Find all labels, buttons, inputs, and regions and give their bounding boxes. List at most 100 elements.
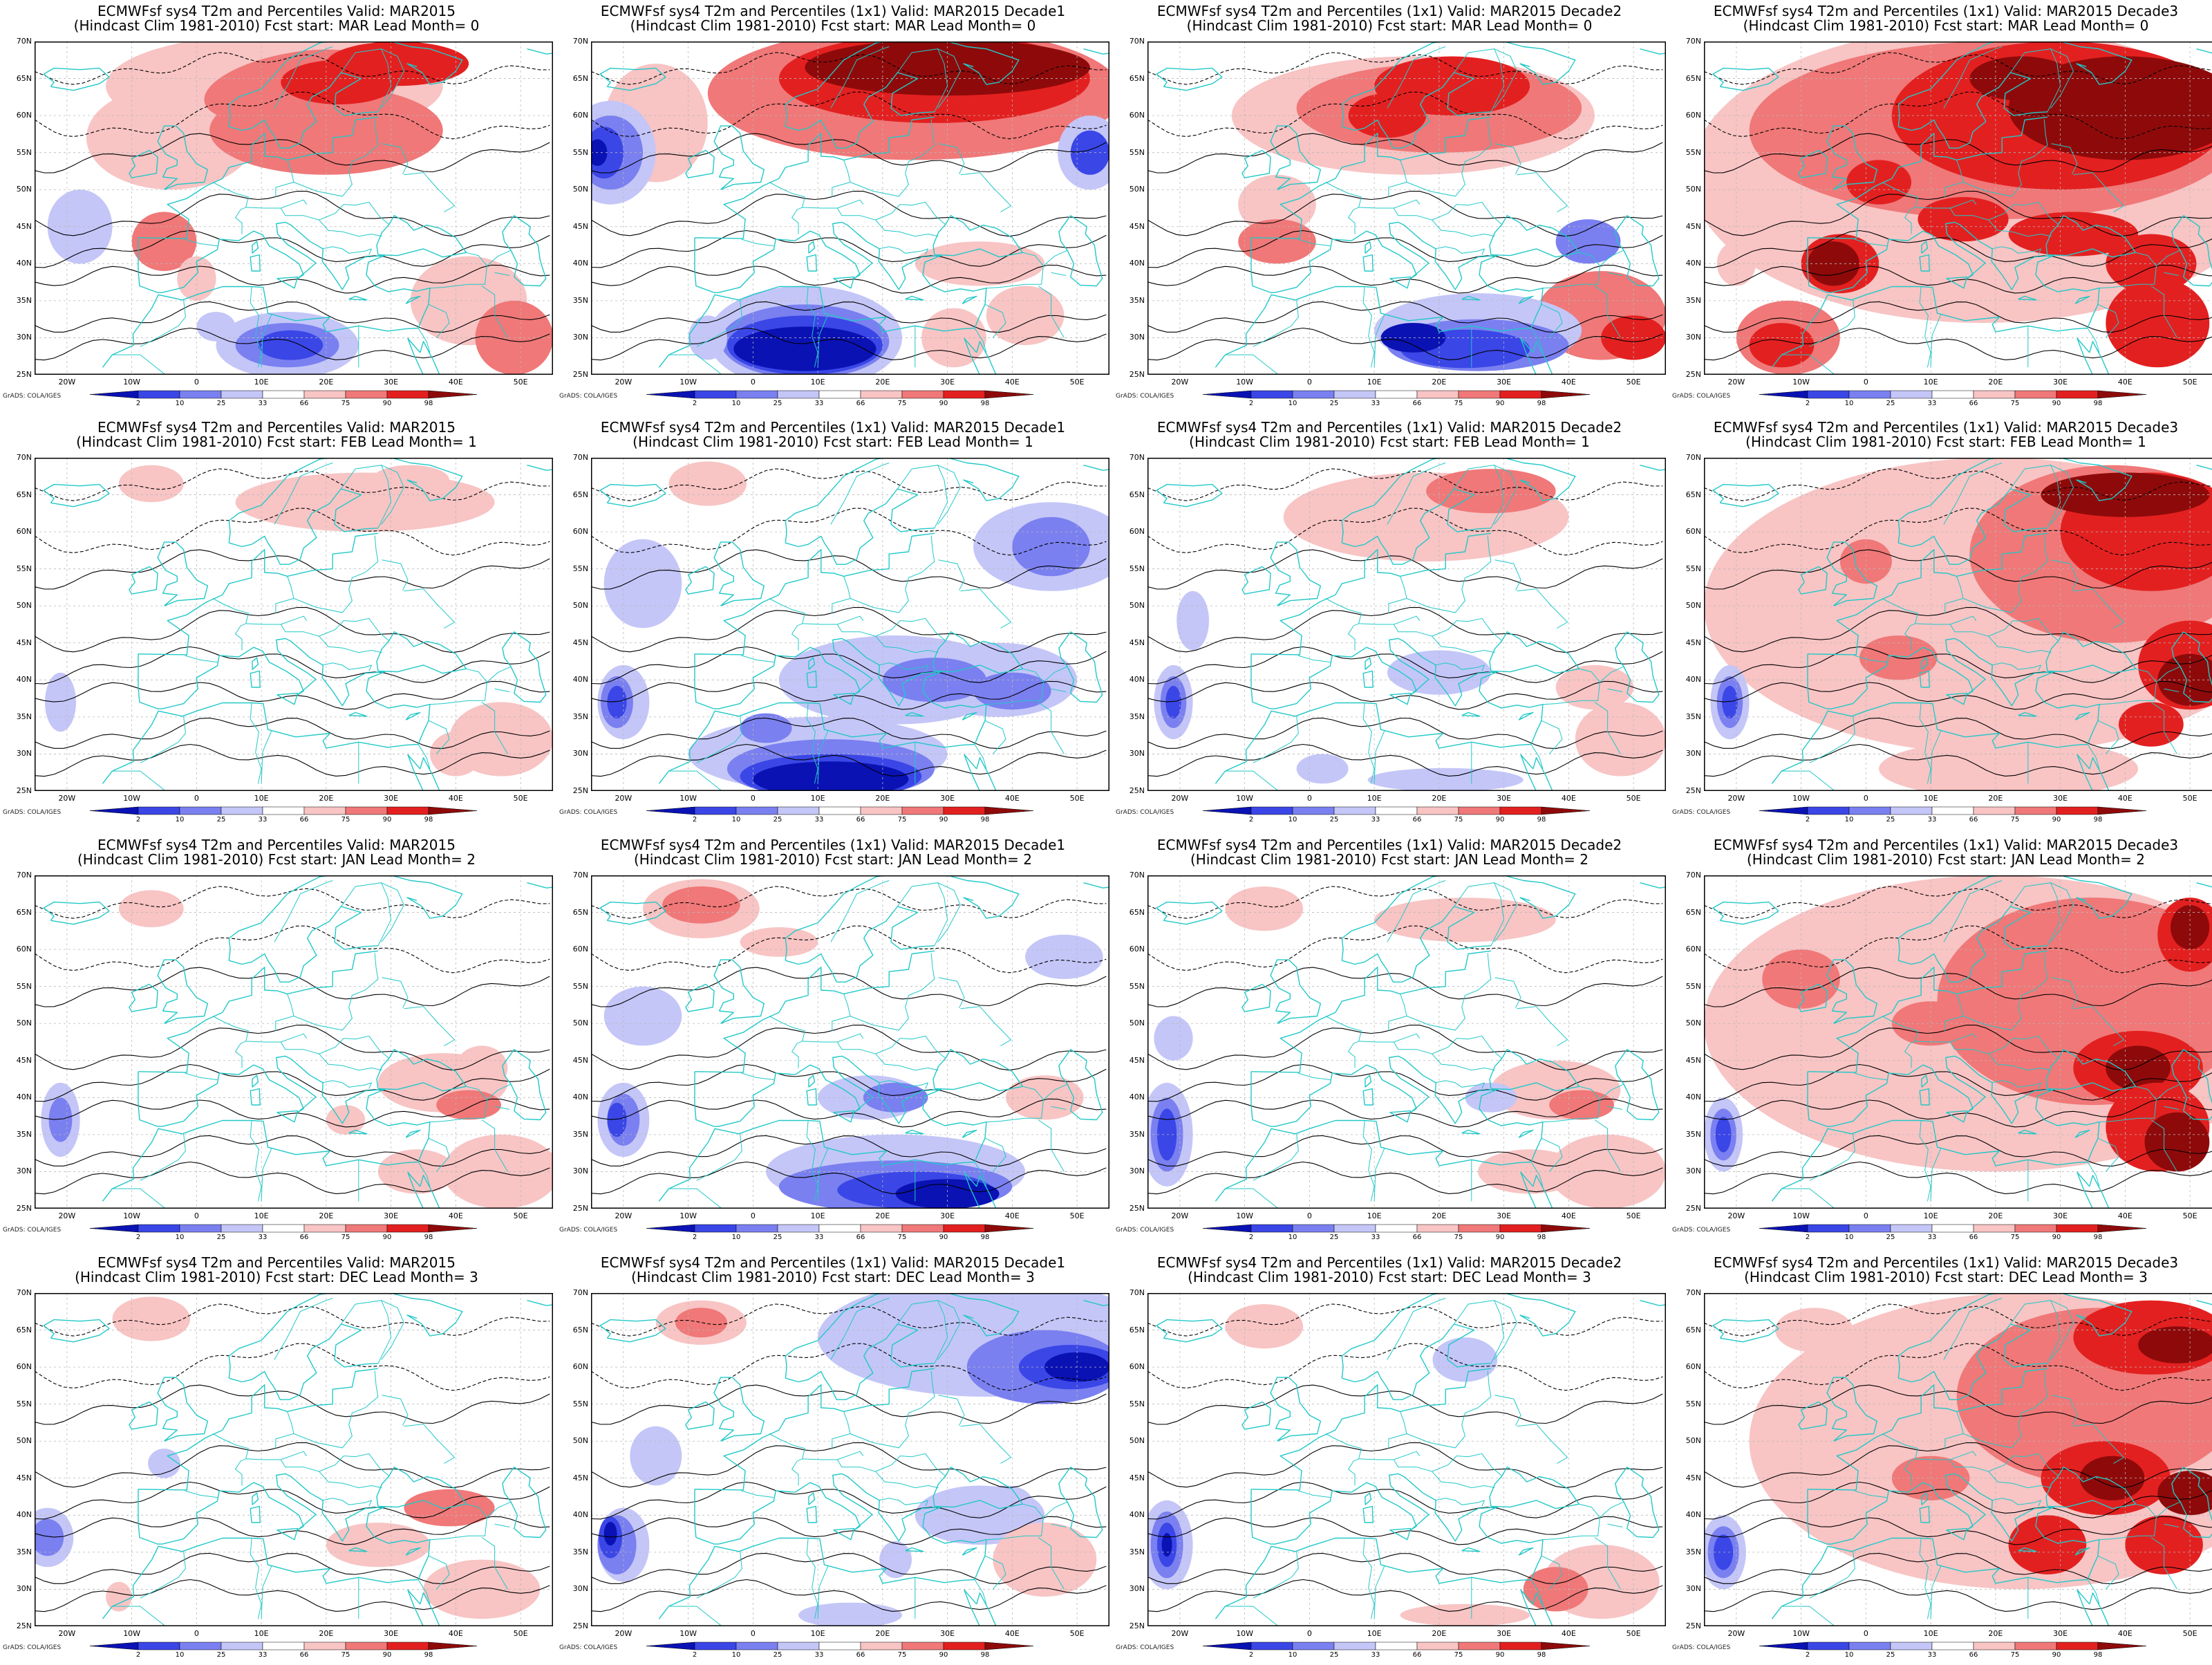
lat-label: 50N bbox=[7, 601, 32, 610]
lat-label: 55N bbox=[1120, 982, 1145, 991]
lat-label: 60N bbox=[7, 945, 32, 954]
lat-label: 35N bbox=[1676, 1130, 1701, 1139]
colorbar-tick: 90 bbox=[1492, 400, 1508, 407]
map-panel: ECMWFsf sys4 T2m and Percentiles Valid: … bbox=[0, 834, 553, 1247]
lon-label: 30E bbox=[2047, 1629, 2074, 1638]
panel-subtitle: (Hindcast Clim 1981-2010) Fcst start: MA… bbox=[1113, 19, 1666, 33]
lat-label: 25N bbox=[1120, 1621, 1145, 1630]
lon-label: 10W bbox=[1231, 794, 1259, 803]
lat-label: 35N bbox=[7, 712, 32, 721]
percentile-region bbox=[2119, 703, 2184, 747]
colorbar-tick: 25 bbox=[1326, 400, 1342, 407]
lon-label: 50E bbox=[2176, 1211, 2204, 1220]
grads-credit: GrADS: COLA/IGES bbox=[3, 1644, 61, 1651]
colorbar-tick: 75 bbox=[2007, 400, 2023, 407]
lon-label: 20E bbox=[312, 794, 340, 803]
lat-label: 45N bbox=[1120, 1473, 1145, 1482]
colorbar-tick: 75 bbox=[894, 400, 910, 407]
lat-label: 65N bbox=[563, 74, 588, 83]
colorbar-tick: 25 bbox=[213, 1651, 229, 1659]
lon-label: 20W bbox=[610, 1211, 637, 1220]
lon-label: 20E bbox=[312, 378, 340, 387]
map-area bbox=[1147, 1293, 1666, 1626]
colorbar-tick: 10 bbox=[1284, 1234, 1301, 1241]
colorbar-tick: 2 bbox=[130, 400, 147, 407]
panel-subtitle: (Hindcast Clim 1981-2010) Fcst start: MA… bbox=[556, 19, 1109, 33]
grads-credit: GrADS: COLA/IGES bbox=[1672, 809, 1730, 816]
percentile-region bbox=[1433, 1337, 1498, 1382]
lon-label: 40E bbox=[442, 1211, 469, 1220]
lat-label: 25N bbox=[1676, 786, 1701, 795]
map-panel: ECMWFsf sys4 T2m and Percentiles Valid: … bbox=[0, 416, 553, 830]
lat-label: 50N bbox=[563, 601, 588, 610]
lon-label: 0 bbox=[1295, 378, 1323, 387]
lon-label: 30E bbox=[2047, 794, 2074, 803]
lat-label: 50N bbox=[1676, 1436, 1701, 1445]
colorbar-tick: 98 bbox=[1533, 400, 1550, 407]
percentile-region bbox=[2009, 1515, 2087, 1574]
lon-label: 10W bbox=[118, 378, 146, 387]
percentile-region bbox=[1154, 1016, 1192, 1061]
map-panel: ECMWFsf sys4 T2m and Percentiles (1x1) V… bbox=[556, 0, 1109, 413]
colorbar-tick: 75 bbox=[2007, 816, 2023, 824]
lon-label: 10W bbox=[118, 1629, 146, 1638]
percentile-region bbox=[1025, 935, 1103, 979]
lon-label: 50E bbox=[507, 1629, 534, 1638]
lat-label: 45N bbox=[1120, 222, 1145, 231]
lon-label: 20E bbox=[312, 1211, 340, 1220]
lat-label: 35N bbox=[1120, 1130, 1145, 1139]
colorbar-tick: 33 bbox=[1924, 400, 1940, 407]
lat-label: 25N bbox=[7, 370, 32, 379]
lat-label: 70N bbox=[1120, 1288, 1145, 1297]
lat-label: 40N bbox=[7, 675, 32, 684]
lon-label: 30E bbox=[934, 794, 962, 803]
map-panel: ECMWFsf sys4 T2m and Percentiles (1x1) V… bbox=[1113, 416, 1666, 830]
colorbar-tick: 75 bbox=[337, 1651, 354, 1659]
lat-label: 50N bbox=[1676, 1018, 1701, 1027]
lon-label: 30E bbox=[1490, 1629, 1518, 1638]
colorbar-tick: 25 bbox=[213, 1234, 229, 1241]
colorbar-tick: 25 bbox=[769, 400, 786, 407]
colorbar-tick: 10 bbox=[1841, 1234, 1857, 1241]
lat-label: 55N bbox=[563, 148, 588, 157]
percentile-map bbox=[1704, 41, 2212, 375]
panel-title: ECMWFsf sys4 T2m and Percentiles (1x1) V… bbox=[556, 1256, 1109, 1270]
lat-label: 45N bbox=[7, 222, 32, 231]
lon-label: 50E bbox=[2176, 1629, 2204, 1638]
colorbar-tick: 33 bbox=[1367, 1651, 1384, 1659]
percentile-region bbox=[805, 41, 1090, 95]
lon-label: 10W bbox=[675, 794, 702, 803]
lat-label: 50N bbox=[1676, 601, 1701, 610]
colorbar-tick: 2 bbox=[1243, 816, 1259, 824]
lat-label: 40N bbox=[1120, 1092, 1145, 1101]
percentile-map bbox=[1704, 1293, 2212, 1626]
colorbar-tick: 2 bbox=[130, 816, 147, 824]
colorbar-tick: 2 bbox=[1799, 1234, 1816, 1241]
percentile-region bbox=[669, 461, 747, 505]
lon-label: 10E bbox=[1360, 1211, 1388, 1220]
lon-label: 40E bbox=[1555, 1211, 1582, 1220]
colorbar-tick: 90 bbox=[1492, 816, 1508, 824]
lon-label: 30E bbox=[2047, 378, 2074, 387]
lon-label: 10E bbox=[247, 378, 275, 387]
colorbar-tick: 10 bbox=[1841, 400, 1857, 407]
colorbar-tick: 10 bbox=[1841, 816, 1857, 824]
lat-label: 70N bbox=[1676, 453, 1701, 462]
percentile-region bbox=[879, 1541, 912, 1579]
map-panel: ECMWFsf sys4 T2m and Percentiles Valid: … bbox=[0, 1252, 553, 1665]
lon-label: 50E bbox=[1063, 378, 1091, 387]
colorbar-tick: 90 bbox=[379, 1234, 395, 1241]
lat-label: 45N bbox=[1676, 222, 1701, 231]
lat-label: 25N bbox=[1676, 370, 1701, 379]
colorbar-tick: 25 bbox=[769, 1651, 786, 1659]
colorbar-tick: 98 bbox=[977, 400, 993, 407]
percentile-region bbox=[1575, 702, 1666, 776]
percentile-map bbox=[591, 458, 1109, 791]
lon-label: 50E bbox=[1063, 1211, 1091, 1220]
percentile-map bbox=[35, 458, 553, 791]
lon-label: 20W bbox=[1723, 378, 1750, 387]
colorbar-tick: 25 bbox=[1882, 816, 1899, 824]
colorbar-tick: 66 bbox=[852, 1234, 869, 1241]
panel-subtitle: (Hindcast Clim 1981-2010) Fcst start: FE… bbox=[1113, 435, 1666, 449]
percentile-region bbox=[1549, 1090, 1614, 1120]
